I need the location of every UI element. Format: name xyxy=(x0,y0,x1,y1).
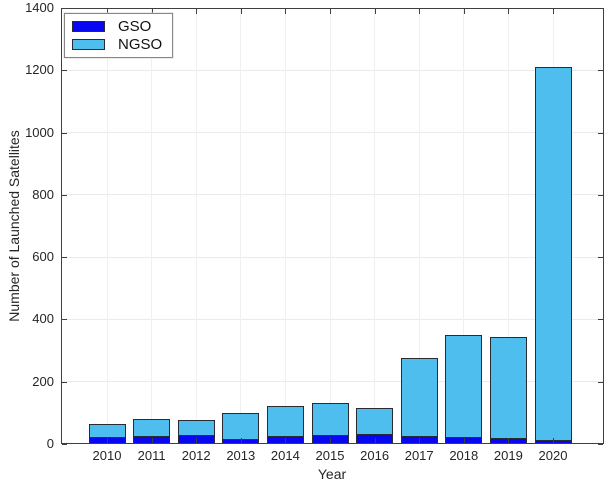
x-tick-label: 2016 xyxy=(360,448,390,463)
x-tick-label: 2018 xyxy=(449,448,479,463)
y-tick-label: 400 xyxy=(32,311,54,327)
x-tick-label: 2020 xyxy=(538,448,568,463)
grid-line-vertical xyxy=(463,8,465,444)
x-tick-mark xyxy=(553,438,554,443)
x-tick-mark xyxy=(508,438,510,443)
grid-line-horizontal xyxy=(61,318,604,320)
grid-line-vertical xyxy=(418,8,420,444)
bar-segment-ngso-2013 xyxy=(222,413,260,440)
grid-line-vertical xyxy=(329,8,331,444)
y-tick-mark xyxy=(598,381,603,383)
legend-item-gso: GSO xyxy=(72,19,162,34)
bar-segment-ngso-2010 xyxy=(88,424,126,438)
legend-label-ngso: NGSO xyxy=(118,36,163,53)
y-tick-mark xyxy=(62,319,67,321)
x-tick-label: 2019 xyxy=(493,448,523,463)
y-tick-mark xyxy=(62,381,67,383)
x-tick-mark xyxy=(240,438,242,443)
bar-segment-ngso-2012 xyxy=(177,420,215,436)
y-tick-label: 1400 xyxy=(25,0,54,15)
grid-line-vertical xyxy=(151,8,153,444)
x-tick-label: 2013 xyxy=(226,448,256,463)
x-tick-mark xyxy=(285,9,287,14)
y-tick-label: 600 xyxy=(32,249,54,265)
x-tick-label: 2010 xyxy=(92,448,122,463)
x-tick-mark xyxy=(419,9,421,14)
y-tick-mark xyxy=(598,8,603,9)
x-tick-label: 2014 xyxy=(270,448,300,463)
bar-segment-ngso-2014 xyxy=(266,406,304,437)
y-tick-mark xyxy=(598,444,603,445)
y-tick-mark xyxy=(598,319,603,321)
grid-line-vertical xyxy=(374,8,376,444)
grid-line-horizontal xyxy=(61,132,604,134)
y-tick-mark xyxy=(62,257,67,259)
x-tick-mark xyxy=(508,9,510,14)
bar-segment-ngso-2018 xyxy=(445,335,483,438)
x-tick-label: 2012 xyxy=(181,448,211,463)
x-tick-mark xyxy=(463,438,465,443)
y-tick-mark xyxy=(598,70,603,72)
grid-line-horizontal xyxy=(61,256,604,258)
x-tick-mark xyxy=(151,9,153,14)
legend: GSO NGSO xyxy=(64,13,174,58)
legend-swatch-gso xyxy=(72,21,105,32)
grid-line-vertical xyxy=(195,8,197,444)
plot-area xyxy=(61,8,604,445)
y-tick-label: 1000 xyxy=(25,124,54,140)
bar-group-2018 xyxy=(445,335,483,444)
x-tick-mark xyxy=(553,9,554,14)
bar-group-2019 xyxy=(489,337,527,444)
x-tick-mark xyxy=(374,9,376,14)
x-tick-mark xyxy=(107,9,108,14)
x-tick-label: 2011 xyxy=(137,448,166,463)
y-tick-label: 800 xyxy=(32,186,54,202)
grid-line-vertical xyxy=(106,8,108,444)
y-tick-mark xyxy=(62,132,67,134)
y-tick-label: 0 xyxy=(46,436,54,451)
grid-line-vertical xyxy=(507,8,509,444)
bar-group-2020 xyxy=(534,67,572,444)
bar-segment-ngso-2017 xyxy=(400,358,438,437)
y-tick-mark xyxy=(598,194,603,196)
x-tick-label: 2015 xyxy=(315,448,345,463)
legend-swatch-ngso xyxy=(72,39,105,50)
grid-line-horizontal xyxy=(61,381,604,383)
legend-label-gso: GSO xyxy=(118,18,152,35)
x-tick-mark xyxy=(196,438,198,443)
bar-segment-ngso-2016 xyxy=(356,408,394,435)
y-tick-mark xyxy=(62,70,67,72)
grid-line-horizontal xyxy=(61,69,604,71)
y-tick-mark xyxy=(598,257,603,259)
bar-segment-ngso-2019 xyxy=(489,337,527,439)
x-tick-mark xyxy=(151,438,153,443)
bar-segment-ngso-2020 xyxy=(534,67,572,441)
x-tick-mark xyxy=(240,9,242,14)
x-tick-label: 2017 xyxy=(404,448,434,463)
x-tick-mark xyxy=(419,438,421,443)
x-tick-mark xyxy=(330,9,331,14)
grid-line-vertical xyxy=(240,8,242,444)
x-tick-mark xyxy=(196,9,198,14)
x-axis-label: Year xyxy=(317,466,347,482)
bar-segment-ngso-2015 xyxy=(311,403,349,436)
y-axis-label: Number of Launched Satellites xyxy=(6,130,22,322)
x-tick-mark xyxy=(285,438,287,443)
y-tick-mark xyxy=(62,194,67,196)
x-tick-mark xyxy=(107,438,108,443)
y-tick-mark xyxy=(62,444,67,445)
y-tick-mark xyxy=(598,132,603,134)
x-tick-mark xyxy=(463,9,465,14)
bar-group-2017 xyxy=(400,358,438,444)
grid-line-horizontal xyxy=(61,194,604,196)
y-tick-label: 1200 xyxy=(25,62,54,78)
x-tick-mark xyxy=(330,438,331,443)
y-tick-mark xyxy=(62,8,67,9)
x-tick-mark xyxy=(374,438,376,443)
grid-line-vertical xyxy=(284,8,286,444)
legend-item-ngso: NGSO xyxy=(72,37,162,52)
bar-segment-ngso-2011 xyxy=(133,419,171,437)
y-tick-label: 200 xyxy=(32,373,54,389)
